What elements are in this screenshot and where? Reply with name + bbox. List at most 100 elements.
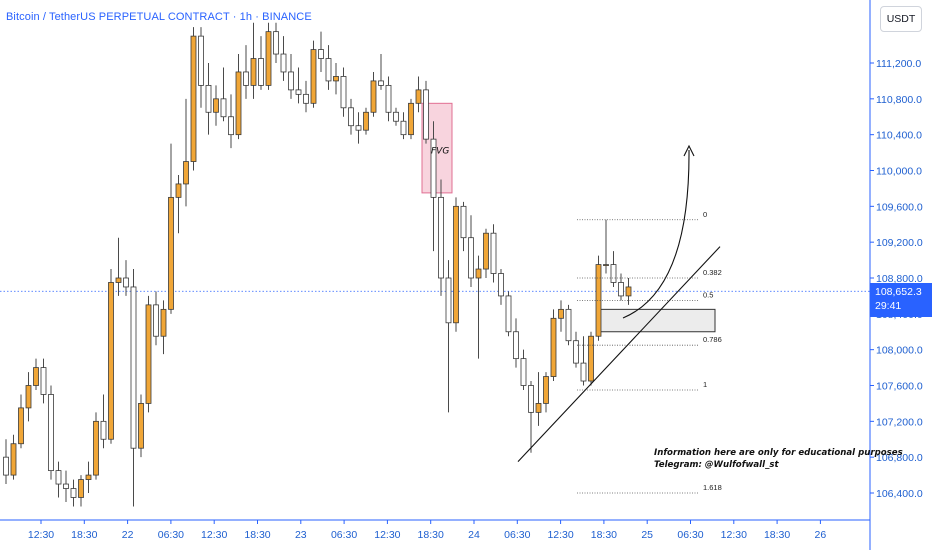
candle[interactable] [588,331,594,386]
candle[interactable] [303,80,309,113]
candle[interactable] [520,349,527,390]
candle[interactable] [190,27,197,171]
candle[interactable] [10,434,17,480]
candles[interactable] [3,22,632,507]
chart-title: Bitcoin / TetherUS PERPETUAL CONTRACT · … [6,11,312,23]
candle-body-up [603,264,609,266]
candle[interactable] [535,372,542,426]
candle[interactable] [85,461,92,493]
candle[interactable] [618,273,624,301]
time-tick-label: 26 [815,529,827,541]
candle-body-down [423,89,429,140]
candle[interactable] [40,358,47,404]
candle[interactable] [280,36,287,81]
candle[interactable] [295,67,302,104]
candle[interactable] [70,479,77,507]
candle[interactable] [595,255,602,341]
candle-body-up [558,308,564,319]
candle[interactable] [498,269,504,305]
candle[interactable] [168,143,174,314]
candle[interactable] [18,394,24,449]
candle[interactable] [505,291,512,337]
candle[interactable] [258,36,264,90]
candle[interactable] [55,461,62,498]
candle[interactable] [558,300,564,332]
candle[interactable] [100,394,107,449]
candle[interactable] [550,309,557,382]
candle[interactable] [363,107,369,135]
candle[interactable] [130,269,137,507]
candle[interactable] [415,76,422,113]
candle[interactable] [175,174,182,234]
candle[interactable] [340,67,347,117]
candle[interactable] [205,63,212,135]
candle[interactable] [25,372,32,422]
candle[interactable] [33,358,39,390]
candle[interactable] [468,215,474,287]
candle[interactable] [198,27,204,108]
candle-body-down [340,76,347,109]
candle[interactable] [453,197,459,332]
candle[interactable] [318,31,324,72]
candle[interactable] [78,475,84,507]
candle-body-down [445,277,452,324]
candle-body-up [168,196,174,310]
candle[interactable] [528,381,534,453]
candle[interactable] [250,22,257,99]
candle[interactable] [333,63,339,95]
candle[interactable] [153,291,159,346]
candle[interactable] [108,269,114,444]
candle[interactable] [565,304,572,346]
candle[interactable] [408,98,414,140]
candle[interactable] [310,40,317,108]
candle[interactable] [3,439,9,485]
candle[interactable] [288,54,294,99]
candle[interactable] [123,260,129,296]
candle[interactable] [603,219,609,274]
candle[interactable] [378,54,384,90]
candle[interactable] [625,278,632,305]
candle[interactable] [400,112,407,140]
candle[interactable] [220,67,227,122]
candle[interactable] [580,336,587,386]
candle[interactable] [325,45,332,90]
candle[interactable] [243,45,249,99]
candle[interactable] [483,228,489,278]
fib-level-label: 0.786 [703,335,722,344]
candle-body-up [310,49,317,104]
candle[interactable] [273,22,279,63]
candle[interactable] [183,98,189,207]
candle[interactable] [93,412,99,480]
candle[interactable] [213,85,219,126]
candle[interactable] [348,98,354,135]
candle[interactable] [610,251,617,287]
candle-body-up [475,268,482,279]
candle[interactable] [438,179,444,296]
candle[interactable] [228,94,234,149]
candle[interactable] [423,80,429,144]
candle[interactable] [145,295,152,413]
candle[interactable] [63,470,69,502]
candle[interactable] [370,71,377,117]
candle[interactable] [385,76,392,122]
candle[interactable] [265,22,272,90]
candle[interactable] [573,331,579,368]
candle[interactable] [355,112,362,144]
candle[interactable] [475,255,482,359]
candle-body-down [55,470,62,485]
currency-selector[interactable]: USDT [880,6,922,32]
candle[interactable] [445,260,452,413]
candle-body-up [145,304,152,404]
candle[interactable] [460,201,467,252]
candle[interactable] [138,394,144,458]
candle[interactable] [513,318,519,368]
candle[interactable] [490,224,497,283]
candle[interactable] [160,300,167,355]
candle[interactable] [235,54,242,140]
candle[interactable] [48,385,54,480]
candle[interactable] [430,121,437,252]
candle[interactable] [393,107,399,126]
candle[interactable] [543,372,549,413]
candle[interactable] [115,237,122,296]
